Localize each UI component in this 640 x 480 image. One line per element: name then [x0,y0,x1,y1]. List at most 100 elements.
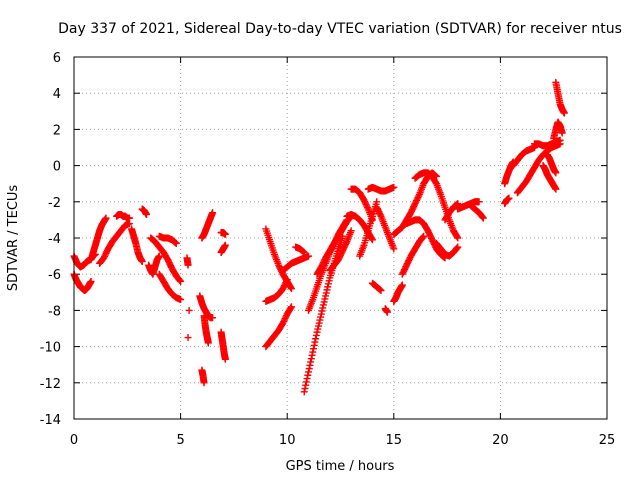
series-s25 [279,252,313,275]
series-s21 [217,328,229,363]
series-s23 [262,276,291,305]
y-tick-label: 0 [53,160,61,175]
series-s47 [501,194,513,208]
data-point [176,277,184,285]
data-point [302,378,310,386]
data-point [287,285,295,293]
data-point [300,248,308,256]
series-s13 [185,306,193,314]
data-point [311,338,319,346]
data-point [155,252,163,260]
data-point [304,371,312,379]
data-point [303,375,311,383]
series-s18 [198,366,208,387]
data-point [282,277,290,285]
y-axis-label: SDTVAR / TECUs [6,185,21,292]
data-point [479,213,487,221]
data-point [283,276,291,284]
data-point [125,214,133,222]
y-tick-label: 4 [53,87,61,102]
y-tick-label: -8 [48,304,61,319]
data-point [342,239,350,247]
x-tick-label: 25 [599,433,616,448]
y-tick-label: -4 [48,232,61,247]
y-tick-label: -6 [48,268,61,283]
data-point [287,304,295,312]
y-tick-label: -10 [40,341,61,356]
y-tick-label: -14 [40,413,61,428]
y-tick-label: 6 [53,51,61,66]
data-point [200,379,208,387]
series-s19 [217,241,229,256]
data-point [552,185,560,193]
data-point [558,129,566,137]
data-point [209,314,217,322]
data-point [308,351,316,359]
series-s17 [198,209,217,242]
data-point [390,183,398,191]
series-s36 [373,203,398,253]
data-point [453,233,461,241]
series-s29 [313,212,355,278]
series-s24 [262,303,295,351]
data-point [479,214,487,222]
data-point [420,232,428,240]
chart-title: Day 337 of 2021, Sidereal Day-to-day VTE… [58,21,622,37]
data-point [309,348,317,356]
data-point [364,204,372,212]
data-point [398,281,406,289]
series-s2 [70,270,95,294]
data-point [221,355,229,363]
data-point [377,286,385,294]
x-tick-label: 15 [386,433,403,448]
data-point [177,277,185,285]
data-point [221,230,229,238]
series-s46 [467,201,487,222]
y-tick-label: -12 [40,377,61,392]
series-s12 [183,254,192,269]
x-axis-label: GPS time / hours [286,459,395,474]
data-point [383,308,391,316]
series-s39 [390,281,406,305]
data-point [300,388,308,396]
series-s54 [550,118,566,142]
data-point [138,258,146,266]
series-s14 [184,334,192,342]
series-s50 [513,140,564,197]
data-point [87,277,95,285]
series-s33 [356,198,381,260]
series-s34 [364,183,398,195]
data-point [142,210,150,218]
data-point [505,194,513,202]
data-point [312,335,320,343]
data-point [185,306,193,314]
data-point [309,345,317,353]
data-point [552,169,560,177]
series-s5 [113,210,133,222]
y-tick-label: -2 [48,196,61,211]
data-point [306,361,314,369]
x-tick-label: 0 [70,433,78,448]
data-point [560,109,568,117]
series-s16 [200,312,212,347]
ticks: 0 5 10 15 20 25 -14 -12 -10 -8 -6 -4 -2 0 2 4 6 [40,51,616,448]
data-point [221,241,229,249]
data-point [307,358,315,366]
data-point [177,296,185,304]
data-point [475,198,483,206]
series-s8 [145,252,163,278]
data-point [287,303,295,311]
series-s55 [552,78,568,117]
data-point [302,381,310,389]
data-point [305,368,313,376]
data-point [312,331,320,339]
data-point [102,214,110,222]
data-point [454,234,462,242]
series-s37 [381,305,391,316]
data-point [453,244,461,252]
series-s52 [539,162,560,193]
series-s35 [368,279,385,294]
series-s53 [543,151,560,177]
series-s49 [509,144,539,170]
